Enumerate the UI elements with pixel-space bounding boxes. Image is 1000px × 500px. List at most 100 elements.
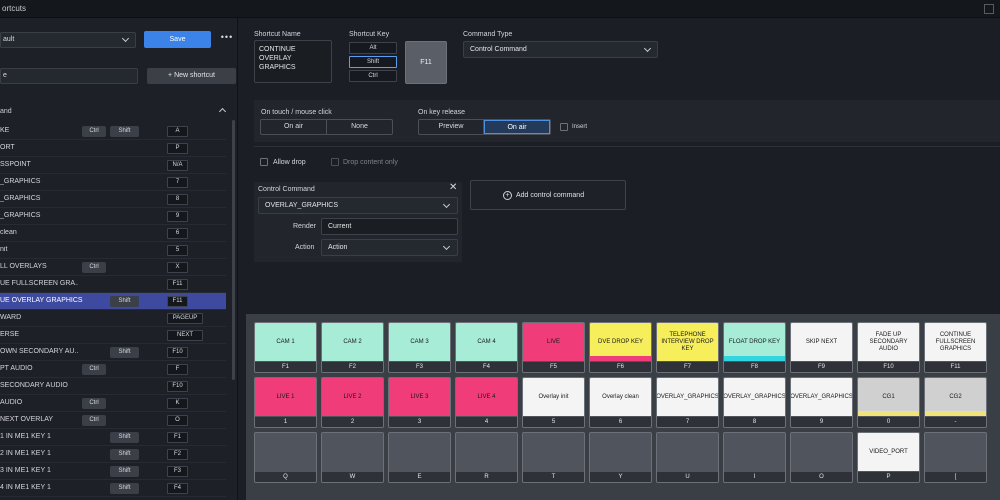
- keyboard-key[interactable]: I: [723, 432, 786, 483]
- action-select[interactable]: Action: [321, 239, 458, 256]
- more-options-icon[interactable]: •••: [220, 32, 234, 42]
- shortcut-name-field[interactable]: CONTINUE OVERLAY GRAPHICS: [254, 40, 332, 83]
- shortcut-row[interactable]: WARD PAGEUP: [0, 310, 226, 327]
- list-scrollbar[interactable]: [232, 120, 235, 380]
- keyboard-key[interactable]: U: [656, 432, 719, 483]
- drop-content-only-checkbox[interactable]: [331, 158, 339, 166]
- shortcut-row[interactable]: UE FULLSCREEN GRA... F11: [0, 276, 226, 293]
- keyboard-key[interactable]: Y: [589, 432, 652, 483]
- shift-modifier-toggle[interactable]: Shift: [349, 56, 397, 68]
- shortcut-row-name: AUDIO: [0, 399, 23, 406]
- keyboard-key[interactable]: O: [790, 432, 853, 483]
- preset-select[interactable]: ault: [0, 32, 136, 48]
- on-release-option-preview[interactable]: Preview: [419, 120, 484, 134]
- modifier-chip: Shift: [110, 126, 139, 137]
- shortcut-row[interactable]: AUDIO Ctrl K: [0, 395, 226, 412]
- allow-drop-checkbox[interactable]: [260, 158, 268, 166]
- keyboard-key[interactable]: FLOAT DROP KEY F8: [723, 322, 786, 373]
- keyboard-key[interactable]: OVERLAY_GRAPHICS 8: [723, 377, 786, 428]
- shortcut-row[interactable]: 2 IN ME1 KEY 1 Shift F2: [0, 446, 226, 463]
- keyboard-key[interactable]: SKIP NEXT F9: [790, 322, 853, 373]
- keyboard-key[interactable]: [: [924, 432, 987, 483]
- key-label: LIVE 1: [255, 378, 316, 416]
- keyboard-key[interactable]: VIDEO_PORT P: [857, 432, 920, 483]
- shortcut-row[interactable]: 4 IN ME1 KEY 1 Shift F4: [0, 480, 226, 497]
- search-input[interactable]: e: [0, 68, 138, 84]
- shortcut-row[interactable]: SSPOINT N/A: [0, 157, 226, 174]
- shortcut-row[interactable]: OWN SECONDARY AU... Shift F10: [0, 344, 226, 361]
- shortcut-row[interactable]: NEXT OVERLAY Ctrl O: [0, 412, 226, 429]
- shortcut-row-name: KE: [0, 127, 10, 134]
- key-cap-label: [: [925, 472, 986, 482]
- new-shortcut-button[interactable]: + New shortcut: [147, 68, 236, 84]
- shortcut-row[interactable]: 3 IN ME1 KEY 1 Shift F3: [0, 463, 226, 480]
- shortcut-row[interactable]: nit 5: [0, 242, 226, 259]
- key-chip: O: [167, 415, 188, 426]
- keyboard-key[interactable]: CAM 3 F3: [388, 322, 451, 373]
- keyboard-key[interactable]: Overlay clean 6: [589, 377, 652, 428]
- alt-modifier-toggle[interactable]: Alt: [349, 42, 397, 54]
- keyboard-key[interactable]: E: [388, 432, 451, 483]
- on-release-option-on-air[interactable]: On air: [484, 120, 550, 134]
- ctrl-modifier-toggle[interactable]: Ctrl: [349, 70, 397, 82]
- command-type-select[interactable]: Control Command: [463, 41, 658, 58]
- keyboard-key[interactable]: R: [455, 432, 518, 483]
- keyboard-key[interactable]: LIVE F5: [522, 322, 585, 373]
- insert-checkbox[interactable]: [560, 123, 568, 131]
- shortcut-row[interactable]: _GRAPHICS 9: [0, 208, 226, 225]
- keyboard-key[interactable]: T: [522, 432, 585, 483]
- shortcut-row[interactable]: KE Ctrl Shift A: [0, 123, 226, 140]
- keyboard-key[interactable]: CG1 0: [857, 377, 920, 428]
- shortcut-row-name: PT AUDIO: [0, 365, 33, 372]
- keyboard-key[interactable]: OVERLAY_GRAPHICS 7: [656, 377, 719, 428]
- keyboard-key[interactable]: CAM 2 F2: [321, 322, 384, 373]
- save-button[interactable]: Save: [144, 31, 211, 48]
- maximize-icon[interactable]: [984, 4, 994, 14]
- keyboard-key[interactable]: Q: [254, 432, 317, 483]
- keyboard-key[interactable]: CAM 4 F4: [455, 322, 518, 373]
- keyboard-key[interactable]: TELEPHONE INTERVIEW DROP KEY F7: [656, 322, 719, 373]
- shortcut-row[interactable]: ORT P: [0, 140, 226, 157]
- key-label: [389, 433, 450, 471]
- add-control-command-button[interactable]: + Add control command: [470, 180, 626, 210]
- close-icon[interactable]: ✕: [449, 182, 458, 193]
- keyboard-key[interactable]: FADE UP SECONDARY AUDIO F10: [857, 322, 920, 373]
- search-input-value: e: [3, 72, 7, 79]
- keyboard-key[interactable]: DVE DROP KEY F6: [589, 322, 652, 373]
- shortcut-key-box[interactable]: F11: [405, 41, 447, 84]
- add-control-command-label: Add control command: [516, 192, 585, 199]
- keyboard-key[interactable]: Overlay init 5: [522, 377, 585, 428]
- keyboard-key[interactable]: CG2-: [924, 377, 987, 428]
- command-column-header[interactable]: and: [0, 103, 232, 119]
- shortcut-row-name: LL OVERLAYS: [0, 263, 47, 270]
- keyboard-key[interactable]: OVERLAY_GRAPHICS 9: [790, 377, 853, 428]
- shortcut-row[interactable]: SECONDARY AUDIO F10: [0, 378, 226, 395]
- key-cap-label: F4: [456, 362, 517, 372]
- control-command-select[interactable]: OVERLAY_GRAPHICS: [258, 197, 458, 214]
- keyboard-key[interactable]: CONTINUE FULLSCREEN GRAPHICS F11: [924, 322, 987, 373]
- keyboard-key[interactable]: W: [321, 432, 384, 483]
- shortcut-row[interactable]: PT AUDIO Ctrl F: [0, 361, 226, 378]
- key-label: CAM 2: [322, 323, 383, 361]
- on-touch-option-none[interactable]: None: [351, 123, 368, 130]
- shortcut-row[interactable]: ERSE NEXT: [0, 327, 226, 344]
- render-field[interactable]: Current: [321, 218, 458, 235]
- shortcut-list-panel: ault Save ••• e + New shortcut and KE Ctr…: [0, 18, 238, 500]
- chevron-down-icon: [442, 242, 451, 251]
- on-touch-option-on-air[interactable]: On air: [261, 120, 327, 134]
- keyboard-key[interactable]: CAM 1 F1: [254, 322, 317, 373]
- shortcut-row-name: 2 IN ME1 KEY 1: [0, 450, 51, 457]
- shortcut-row-name: NEXT OVERLAY: [0, 416, 54, 423]
- shortcut-row[interactable]: _GRAPHICS 8: [0, 191, 226, 208]
- shortcut-row[interactable]: UE OVERLAY GRAPHICS Shift F11: [0, 293, 226, 310]
- key-cap-label: 5: [523, 417, 584, 427]
- shortcut-row[interactable]: 1 IN ME1 KEY 1 Shift F1: [0, 429, 226, 446]
- shortcut-row[interactable]: _GRAPHICS 7: [0, 174, 226, 191]
- shortcut-row[interactable]: clean 6: [0, 225, 226, 242]
- shortcut-row[interactable]: LL OVERLAYS Ctrl X: [0, 259, 226, 276]
- control-command-label: Control Command: [258, 186, 315, 193]
